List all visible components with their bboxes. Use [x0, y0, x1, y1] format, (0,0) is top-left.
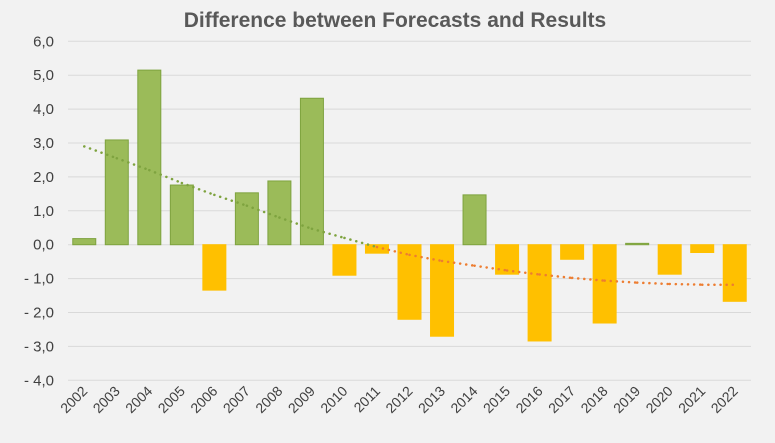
x-tick-label: 2003	[90, 383, 123, 416]
x-tick-label: 2011	[350, 383, 383, 416]
trendline-segment	[278, 216, 314, 231]
bar-2022	[722, 244, 747, 302]
trendline-segment	[538, 273, 574, 280]
x-tick-label: 2017	[545, 383, 578, 416]
x-tick-label: 2002	[57, 383, 90, 416]
trendline-segment	[213, 193, 249, 207]
y-tick-label: - 3,0	[24, 338, 54, 355]
bar-2012	[397, 244, 422, 320]
x-tick-label: 2010	[317, 383, 350, 416]
x-tick-label: 2012	[382, 383, 415, 416]
bar-2021	[690, 244, 715, 253]
x-tick-label: 2021	[675, 383, 708, 416]
bar-2002	[72, 238, 97, 246]
y-tick-label: 2,0	[33, 169, 54, 186]
y-tick-label: - 4,0	[24, 372, 54, 389]
bar-2017	[560, 244, 585, 260]
trendline-segment	[440, 259, 476, 267]
y-tick-label: 1,0	[33, 203, 54, 220]
y-tick-label: 6,0	[33, 33, 54, 50]
y-tick-label: - 2,0	[24, 305, 54, 322]
y-tick-label: 4,0	[33, 101, 54, 118]
y-tick-label: 3,0	[33, 135, 54, 152]
x-tick-label: 2019	[610, 383, 643, 416]
x-tick-label: 2005	[155, 383, 188, 416]
chart-title: Difference between Forecasts and Results	[184, 9, 606, 32]
trendline-segment	[635, 281, 671, 286]
x-tick-label: 2006	[187, 383, 220, 416]
trendline-segment	[343, 236, 379, 249]
bar-2005	[169, 184, 194, 246]
bar-2015	[495, 244, 520, 275]
bar-2013	[430, 244, 455, 337]
trendline-segment	[310, 227, 346, 240]
trendline-segment	[603, 279, 639, 284]
trendline-segment	[473, 264, 509, 272]
x-tick-label: 2016	[512, 383, 545, 416]
x-tick-label: 2020	[642, 383, 675, 416]
bar-2003	[104, 139, 129, 246]
x-axis-ticks: 2002 2003 2004 2005 2006 2007 2008 2009 2010 2011…	[57, 383, 741, 416]
x-tick-label: 2004	[122, 383, 155, 416]
trendline-segment	[115, 157, 151, 172]
bar-2016	[527, 244, 552, 342]
trendline-segment	[408, 253, 444, 263]
x-tick-label: 2009	[285, 383, 318, 416]
bar-2014	[462, 194, 487, 246]
x-tick-label: 2018	[577, 383, 610, 416]
trendline-segment	[375, 245, 411, 257]
bar-2009	[299, 97, 324, 246]
trendline-segment	[570, 276, 606, 282]
x-tick-label: 2015	[480, 383, 513, 416]
trendline-segment	[148, 168, 184, 185]
bar-2019	[625, 242, 650, 246]
bar-2018	[592, 244, 617, 324]
bar-2010	[332, 244, 357, 276]
bar-2004	[137, 69, 162, 246]
x-tick-label: 2008	[252, 383, 285, 416]
x-tick-label: 2013	[415, 383, 448, 416]
x-tick-label: 2007	[220, 383, 253, 416]
bar-2006	[202, 244, 227, 291]
y-axis-ticks: 6,0 5,0 4,0 3,0 2,0 1,0 0,0 - 1,0 - 2,0 - 3,0 - 4,…	[24, 33, 54, 389]
y-tick-label: 5,0	[33, 67, 54, 84]
y-tick-label: - 1,0	[24, 271, 54, 288]
trendline-segment	[505, 269, 541, 276]
trendline-segment	[180, 181, 216, 197]
x-tick-label: 2022	[708, 383, 741, 416]
trendline	[83, 145, 736, 286]
bar-2020	[657, 244, 682, 275]
x-tick-label: 2014	[447, 383, 480, 416]
trendline-segment	[668, 282, 704, 286]
trendline-segment	[83, 145, 119, 160]
bar-2008	[267, 180, 292, 246]
y-tick-label: 0,0	[33, 237, 54, 254]
trendline-segment	[245, 204, 281, 219]
bars	[72, 69, 747, 342]
bar-2007	[234, 192, 259, 246]
